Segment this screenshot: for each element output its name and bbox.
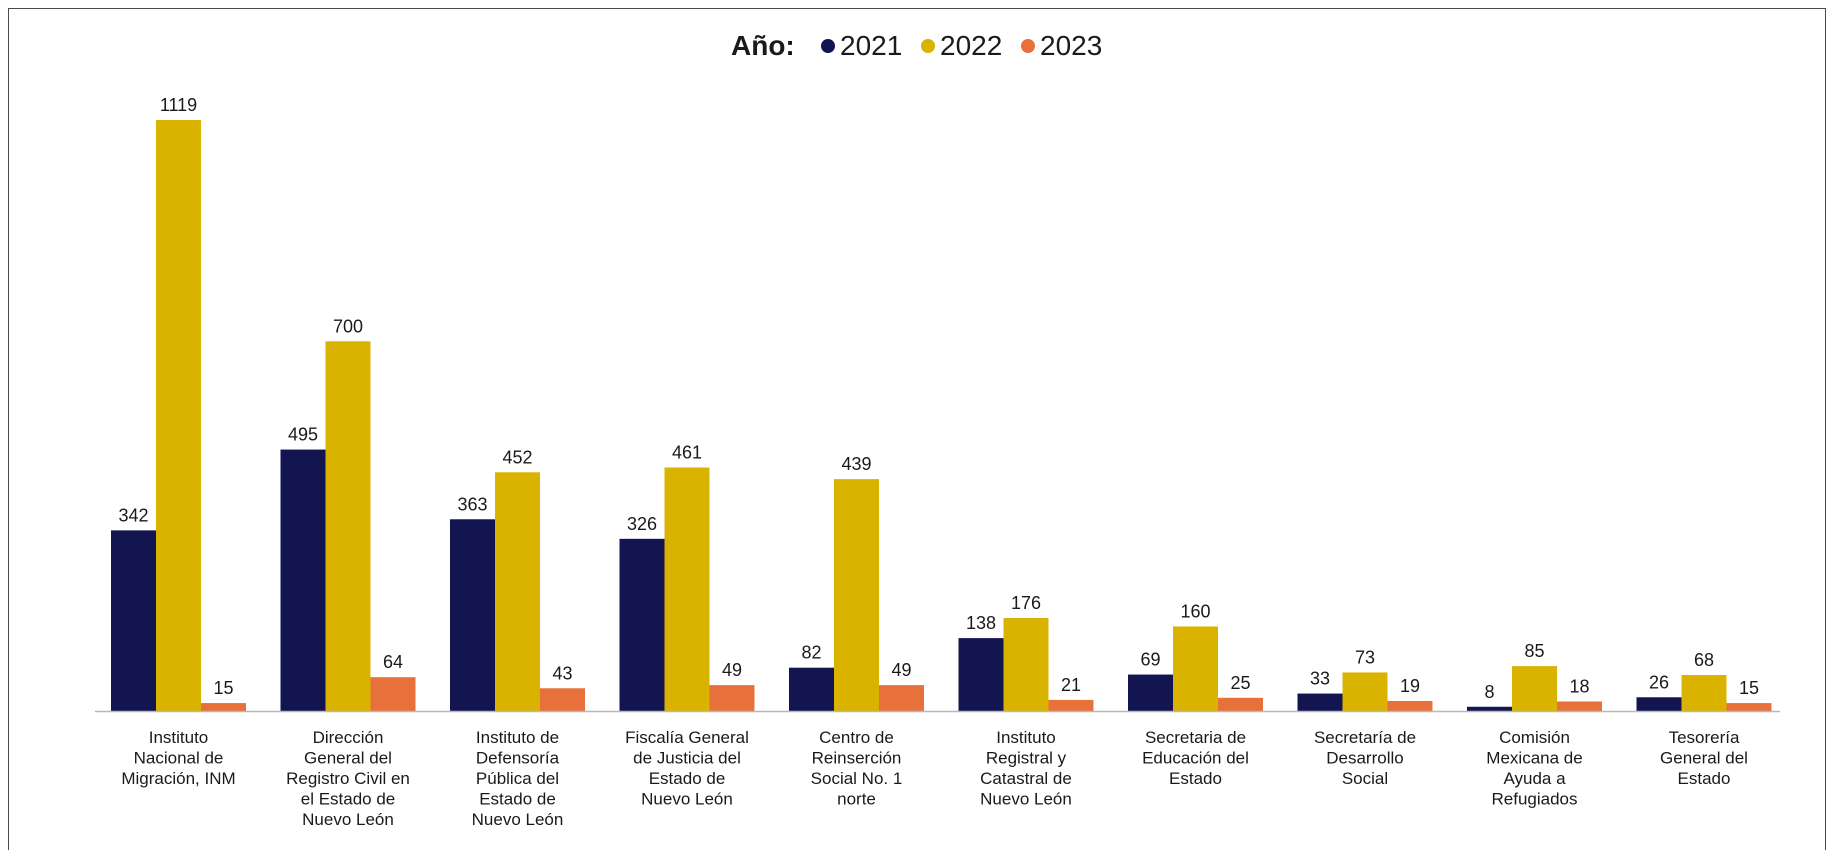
bar-2022-7 [1342,672,1388,711]
legend-label-2021: 2021 [840,30,902,61]
category-label-4: Centro de Reinserción Social No. 1 norte [811,728,903,809]
category-label-8: Comisión Mexicana de Ayuda a Refugiados [1486,728,1582,809]
data-label-2022-7: 73 [1355,647,1375,667]
bar-2021-9 [1636,697,1682,711]
data-label-2022-6: 160 [1180,601,1210,621]
data-label-2022-5: 176 [1011,593,1041,613]
legend-label-2023: 2023 [1040,30,1102,61]
data-label-2023-0: 15 [213,678,233,698]
category-label-0: Instituto Nacional de Migración, INM [121,728,235,788]
bar-2022-2 [495,472,540,711]
bar-2022-8 [1512,666,1557,711]
data-label-2023-6: 25 [1230,673,1250,693]
bars-group [111,120,1772,711]
bar-2022-4 [834,479,879,711]
category-labels-group: Instituto Nacional de Migración, INM Direcc… [121,728,1748,829]
bar-2021-5 [958,638,1004,711]
data-label-2021-6: 69 [1140,650,1160,670]
bar-2023-4 [879,685,924,711]
data-label-2021-0: 342 [118,505,148,525]
data-label-2023-3: 49 [722,660,742,680]
category-label-5: Instituto Registral y Catastral de Nuevo Le… [980,728,1072,809]
data-label-2023-5: 21 [1061,675,1081,695]
bar-2021-4 [789,667,834,711]
bar-2023-8 [1557,701,1602,711]
data-label-2022-0: 1119 [160,95,197,115]
bar-2021-8 [1467,706,1512,711]
data-labels-group: 342 1119 15 495 700 64 363 452 43 326 461 49 82 439 49… [118,95,1759,702]
bar-2022-9 [1681,675,1727,711]
category-label-9: Tesorería General del Estado [1660,728,1748,788]
data-label-2021-7: 33 [1310,669,1330,689]
data-label-2022-9: 68 [1694,650,1714,670]
bar-2023-0 [201,703,246,711]
data-label-2021-9: 26 [1649,672,1669,692]
data-label-2022-8: 85 [1524,641,1544,661]
category-label-7: Secretaría de Desarrollo Social [1314,728,1416,788]
data-label-2021-5: 138 [966,613,996,633]
bar-2022-0 [156,120,201,711]
bar-2022-3 [664,467,710,711]
category-label-1: Dirección General del Registro Civil en el … [286,728,410,829]
data-label-2023-4: 49 [891,660,911,680]
bar-2023-5 [1048,699,1094,711]
bar-2021-3 [619,538,665,711]
data-label-2023-1: 64 [383,652,403,672]
bar-2021-6 [1128,674,1173,711]
bar-2021-2 [450,519,495,711]
legend-label-2022: 2022 [940,30,1002,61]
data-label-2022-1: 700 [333,316,363,336]
data-label-2021-1: 495 [288,425,318,445]
category-label-6: Secretaria de Educación del Estado [1142,728,1249,788]
data-label-2023-7: 19 [1400,676,1420,696]
data-label-2022-3: 461 [672,443,702,463]
data-label-2021-3: 326 [627,514,657,534]
legend-marker-2023 [1021,39,1035,53]
bar-2023-7 [1387,700,1433,711]
bar-2022-6 [1173,626,1218,711]
bar-2023-6 [1218,697,1263,711]
data-label-2022-2: 452 [502,447,532,467]
category-label-2: Instituto de Defensoría Pública del Estado … [472,728,564,829]
legend-marker-2021 [821,39,835,53]
bar-2021-1 [280,449,326,711]
bar-2023-9 [1726,703,1772,711]
legend-title: Año: [731,30,795,61]
data-label-2023-2: 43 [552,663,572,683]
data-label-2021-2: 363 [457,494,487,514]
data-label-2021-4: 82 [801,643,821,663]
bar-2021-7 [1297,693,1343,711]
legend-marker-2022 [921,39,935,53]
data-label-2023-8: 18 [1569,676,1589,696]
category-label-3: Fiscalía General de Justicia del Estado de… [625,728,749,809]
bar-2023-2 [540,688,585,711]
bar-2022-1 [325,341,371,711]
bar-2023-3 [709,685,755,711]
data-label-2023-9: 15 [1739,678,1759,698]
data-label-2022-4: 439 [841,454,871,474]
bar-2023-1 [370,677,416,711]
bar-2022-5 [1003,618,1049,711]
data-label-2021-8: 8 [1484,682,1494,702]
chart-legend: Año: 2021 2022 2023 [731,30,1102,61]
bar-2021-0 [111,530,156,711]
